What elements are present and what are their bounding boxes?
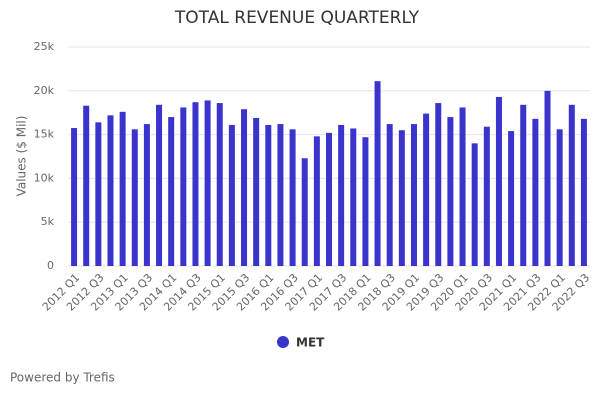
bar	[544, 90, 551, 266]
bar	[180, 107, 187, 266]
bar	[253, 117, 260, 267]
bar	[398, 130, 405, 266]
legend-marker	[277, 336, 289, 348]
bar	[435, 103, 442, 267]
bar	[568, 104, 575, 266]
bar	[301, 158, 308, 266]
bar	[362, 137, 369, 266]
bar	[520, 104, 527, 266]
bar	[580, 118, 587, 266]
bar	[71, 128, 78, 266]
bar	[338, 124, 345, 267]
bar	[277, 124, 284, 266]
bar	[459, 107, 466, 266]
bar	[204, 100, 211, 266]
bar	[447, 117, 454, 266]
bar	[532, 118, 539, 266]
bar	[241, 109, 248, 266]
bar	[495, 96, 502, 266]
bar	[216, 103, 223, 267]
bar	[192, 102, 199, 266]
bar	[423, 113, 430, 267]
bar	[143, 124, 150, 266]
bar	[483, 126, 490, 266]
bar	[350, 128, 357, 266]
bar	[95, 122, 102, 266]
bar	[556, 129, 563, 266]
y-tick-label: 15k	[34, 128, 55, 141]
bar	[168, 117, 175, 266]
bar	[374, 81, 381, 266]
bar	[508, 131, 515, 266]
bar	[119, 111, 126, 266]
y-axis-label: Values ($ Mil)	[15, 116, 29, 197]
bar	[265, 124, 272, 267]
bar	[326, 132, 332, 266]
y-tick-label: 10k	[34, 171, 55, 184]
bar	[289, 129, 296, 266]
bar	[313, 136, 320, 266]
bar	[156, 104, 163, 266]
y-tick-label: 20k	[34, 84, 55, 97]
bar	[410, 124, 417, 266]
legend-label: MET	[296, 336, 325, 350]
chart-title: TOTAL REVENUE QUARTERLY	[174, 8, 420, 28]
bar	[107, 115, 114, 266]
bar	[83, 105, 90, 266]
y-tick-label: 0	[47, 259, 54, 272]
bar	[131, 129, 138, 266]
y-tick-label: 25k	[34, 40, 55, 53]
bar	[471, 143, 478, 266]
bar	[228, 124, 235, 267]
footer: Powered by Trefis	[10, 371, 115, 385]
bar	[386, 124, 393, 266]
y-tick-label: 5k	[41, 215, 55, 228]
